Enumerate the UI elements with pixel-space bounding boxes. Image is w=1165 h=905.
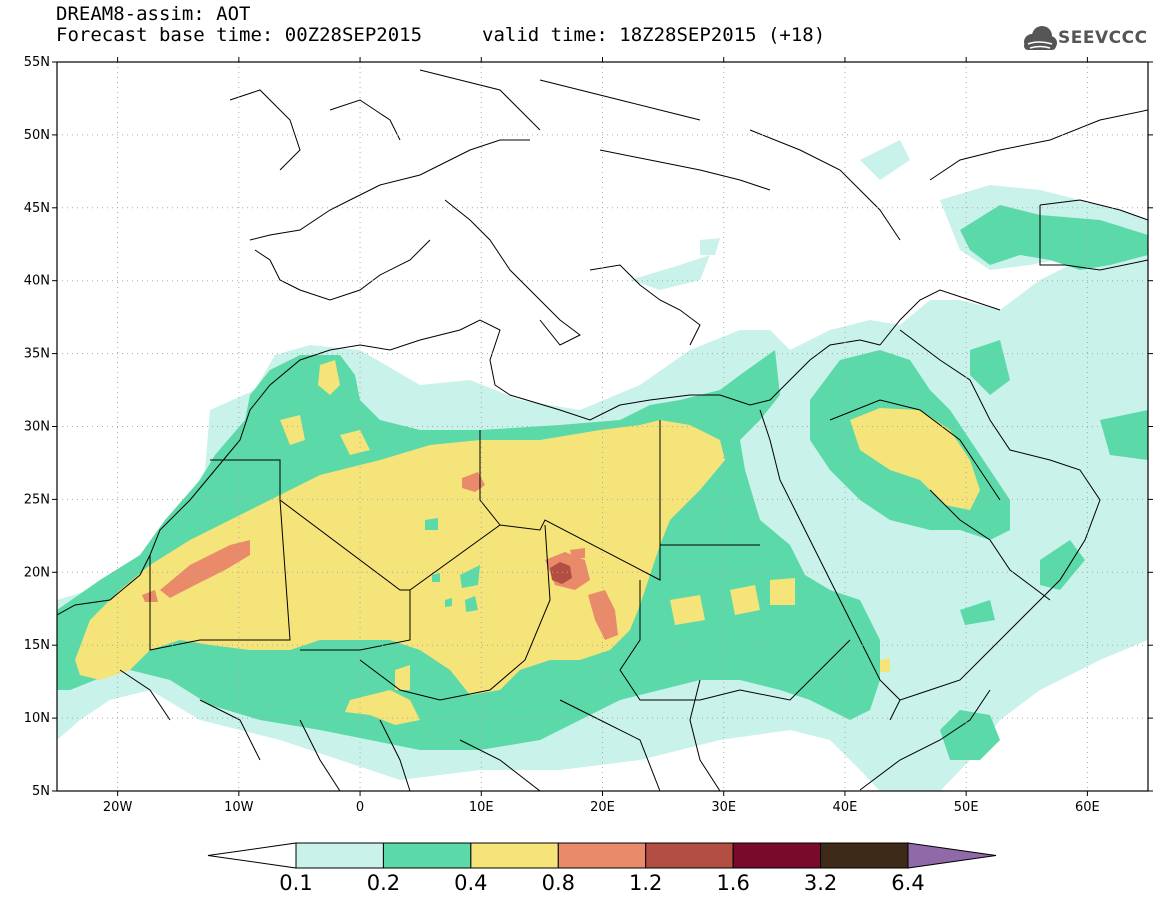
colorbar-swatch bbox=[732, 842, 822, 869]
aot-level-0.2-pockets bbox=[425, 518, 480, 612]
colorbar-high-arrow bbox=[907, 842, 997, 869]
colorbar-swatch bbox=[820, 842, 909, 869]
cloud-icon bbox=[1024, 26, 1057, 50]
lon-tick-label: 60E bbox=[1075, 800, 1100, 815]
colorbar-label: 0.8 bbox=[542, 871, 575, 895]
longitude-axis: 20W 10W 0 10E 20E 30E 40E 50E 60E bbox=[103, 57, 1100, 815]
colorbar-label: 3.2 bbox=[804, 871, 837, 895]
lat-tick-label: 40N bbox=[24, 274, 50, 289]
logo-text: SEEVCCC bbox=[1058, 28, 1148, 48]
colorbar-label: 1.6 bbox=[716, 871, 749, 895]
lon-tick-label: 50E bbox=[954, 800, 979, 815]
lon-tick-label: 30E bbox=[711, 800, 736, 815]
lat-tick-label: 50N bbox=[24, 128, 50, 143]
aot-level-1.2 bbox=[550, 562, 572, 584]
forecast-base-time: Forecast base time: 00Z28SEP2015 bbox=[56, 24, 423, 46]
lat-tick-label: 15N bbox=[24, 638, 50, 653]
lon-tick-label: 10E bbox=[469, 800, 494, 815]
colorbar-swatch bbox=[295, 842, 384, 869]
lat-tick-label: 35N bbox=[24, 347, 50, 362]
lat-tick-label: 55N bbox=[24, 55, 50, 70]
lat-tick-label: 10N bbox=[24, 711, 50, 726]
lon-tick-label: 0 bbox=[356, 800, 364, 815]
lat-tick-label: 25N bbox=[24, 492, 50, 507]
lon-tick-label: 10W bbox=[224, 800, 254, 815]
lat-tick-label: 20N bbox=[24, 565, 50, 580]
colorbar-low-arrow bbox=[207, 842, 297, 869]
colorbar-label: 0.2 bbox=[367, 871, 400, 895]
colorbar-swatch bbox=[470, 842, 559, 869]
colorbar-label: 0.1 bbox=[279, 871, 312, 895]
lat-tick-label: 5N bbox=[32, 784, 50, 799]
grid-lines bbox=[57, 62, 1148, 791]
aot-level-0.4 bbox=[75, 360, 980, 725]
colorbar: 0.1 0.2 0.4 0.8 1.2 1.6 3.2 6.4 bbox=[207, 842, 997, 895]
latitude-axis: 55N 50N 45N 40N 35N 30N 25N 20N 15N 10N 5N bbox=[24, 55, 1153, 799]
colorbar-swatch bbox=[557, 842, 647, 869]
lon-tick-label: 20W bbox=[103, 800, 133, 815]
lon-tick-label: 20E bbox=[590, 800, 615, 815]
colorbar-label: 1.2 bbox=[629, 871, 662, 895]
colorbar-label: 0.4 bbox=[454, 871, 487, 895]
lat-tick-label: 45N bbox=[24, 201, 50, 216]
valid-time: valid time: 18Z28SEP2015 (+18) bbox=[482, 24, 826, 46]
title-line-1: DREAM8-assim: AOT bbox=[56, 3, 251, 25]
colorbar-label: 6.4 bbox=[891, 871, 924, 895]
aot-level-0.8 bbox=[142, 472, 618, 640]
colorbar-swatch bbox=[382, 842, 472, 869]
lon-tick-label: 40E bbox=[833, 800, 858, 815]
lat-tick-label: 30N bbox=[24, 420, 50, 435]
coastlines-borders bbox=[57, 69, 1148, 791]
colorbar-swatch bbox=[645, 842, 734, 869]
